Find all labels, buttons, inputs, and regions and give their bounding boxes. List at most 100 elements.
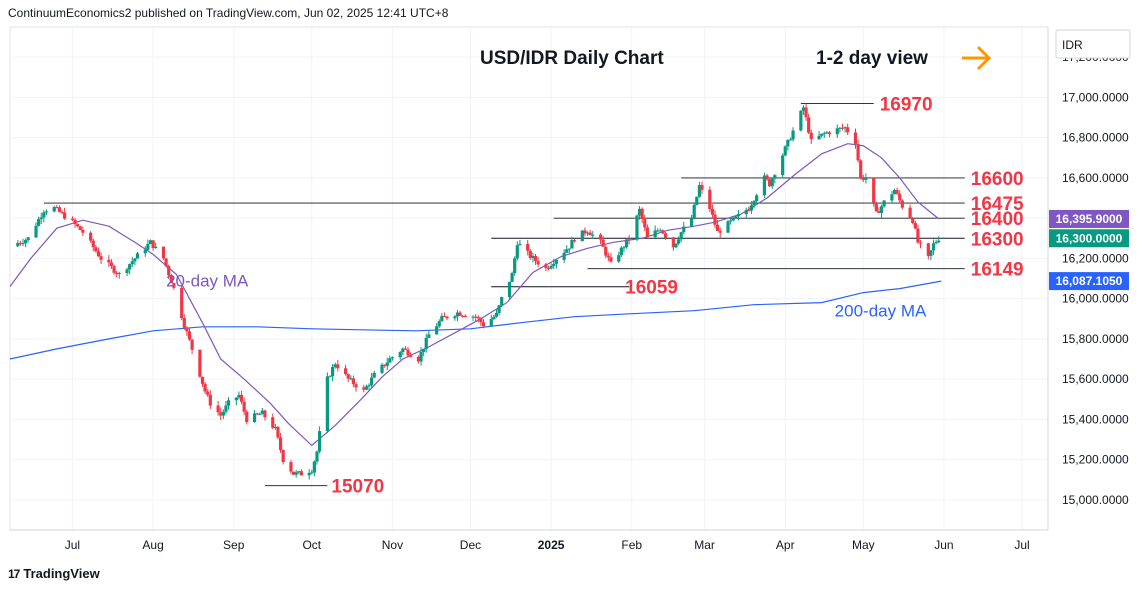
candle-body bbox=[291, 471, 296, 475]
candle-body bbox=[682, 226, 686, 233]
x-tick-label: Aug bbox=[142, 538, 163, 552]
currency-box[interactable] bbox=[1055, 29, 1131, 59]
candle-body bbox=[146, 243, 150, 250]
price-tag-label: 16,395.9000 bbox=[1056, 212, 1123, 226]
candle-body bbox=[409, 355, 413, 357]
candle-body bbox=[216, 405, 220, 413]
candle-body bbox=[471, 316, 475, 318]
candle-body bbox=[809, 132, 813, 140]
candle-body bbox=[234, 397, 238, 401]
price-tag-label: 16,300.0000 bbox=[1056, 231, 1123, 245]
time-axis[interactable]: Jul Aug Sep Oct Nov Dec 2025 Feb Mar Apr May Jun Jul bbox=[10, 529, 1048, 552]
candle-body bbox=[427, 334, 431, 338]
candle-body bbox=[726, 221, 730, 233]
candle-body bbox=[526, 243, 530, 251]
candle-body bbox=[679, 232, 683, 240]
candle-body bbox=[536, 260, 540, 265]
candle-body bbox=[453, 316, 457, 319]
price-axis[interactable]: 15,000.0000 15,200.0000 15,400.0000 15,600.… bbox=[1047, 27, 1129, 530]
candle-body bbox=[294, 472, 298, 475]
candle-body bbox=[736, 214, 741, 217]
candle-body bbox=[310, 472, 314, 474]
candle-body bbox=[109, 262, 114, 267]
candle-body bbox=[770, 178, 774, 187]
candle-body bbox=[362, 387, 366, 390]
candle-body bbox=[442, 316, 447, 318]
candle-body bbox=[299, 471, 303, 476]
candle-body bbox=[872, 178, 876, 203]
candle-body bbox=[716, 224, 720, 231]
candle-body bbox=[476, 316, 480, 319]
candle-body bbox=[263, 410, 267, 418]
x-tick-label: Jul bbox=[65, 538, 80, 552]
candle-body bbox=[617, 255, 621, 262]
candle-body bbox=[840, 127, 845, 129]
candle-body bbox=[325, 376, 329, 432]
candle-body bbox=[934, 242, 938, 244]
candle-body bbox=[245, 411, 249, 423]
candle-body bbox=[580, 230, 584, 242]
candle-body bbox=[635, 215, 639, 240]
level-label: 16600 bbox=[971, 169, 1024, 190]
candle-body bbox=[73, 219, 77, 225]
ma-annotation: 20-day MA bbox=[166, 272, 249, 291]
candle-body bbox=[674, 243, 678, 248]
y-tick-label: 16,200.0000 bbox=[1062, 251, 1129, 265]
candle-body bbox=[783, 146, 787, 156]
candle-body bbox=[135, 253, 140, 259]
footer-brand[interactable]: 17 TradingView bbox=[8, 566, 100, 581]
candle-body bbox=[130, 261, 134, 265]
candle-body bbox=[242, 401, 246, 412]
y-tick-label: 15,600.0000 bbox=[1062, 372, 1129, 386]
candle-body bbox=[239, 394, 244, 402]
candle-body bbox=[817, 135, 821, 140]
candle-body bbox=[799, 110, 803, 131]
x-tick-label: 2025 bbox=[538, 538, 565, 552]
candle-body bbox=[528, 250, 532, 259]
candle-body bbox=[96, 251, 101, 257]
x-tick-label: Nov bbox=[382, 538, 403, 552]
candle-body bbox=[172, 283, 176, 288]
candle-body bbox=[804, 107, 808, 118]
candle-body bbox=[604, 246, 608, 256]
candle-body bbox=[781, 155, 785, 176]
candle-body bbox=[81, 230, 85, 233]
candle-body bbox=[200, 376, 205, 384]
y-tick-label: 15,800.0000 bbox=[1062, 332, 1129, 346]
candle-body bbox=[479, 318, 483, 323]
candle-body bbox=[60, 211, 64, 213]
candle-body bbox=[695, 196, 699, 205]
candle-body bbox=[791, 130, 795, 140]
y-tick-label: 16,800.0000 bbox=[1062, 131, 1129, 145]
candle-body bbox=[835, 128, 839, 135]
level-label: 16400 bbox=[971, 209, 1024, 230]
candle-body bbox=[406, 349, 410, 356]
candle-body bbox=[99, 256, 103, 260]
candle-body bbox=[773, 175, 777, 179]
candle-body bbox=[864, 178, 868, 180]
candle-body bbox=[312, 461, 316, 473]
chart-annotations: USD/IDR Daily Chart 1-2 day view IDR 20-… bbox=[166, 29, 1131, 321]
candle-body bbox=[206, 391, 210, 395]
candle-body bbox=[765, 175, 769, 180]
candle-body bbox=[937, 240, 941, 243]
price-tag-box bbox=[1049, 272, 1129, 291]
currency-label: IDR bbox=[1062, 38, 1083, 52]
candle-body bbox=[117, 273, 121, 275]
candle-body bbox=[112, 266, 116, 273]
candle-body bbox=[115, 272, 119, 274]
candle-body bbox=[44, 211, 49, 213]
candle-body bbox=[661, 230, 665, 234]
candle-body bbox=[458, 312, 462, 316]
candle-body bbox=[187, 331, 192, 340]
level-label: 16970 bbox=[880, 94, 933, 115]
candle-body bbox=[370, 377, 374, 386]
candle-body bbox=[601, 239, 605, 247]
candle-body bbox=[729, 220, 733, 222]
candle-body bbox=[510, 273, 514, 282]
candle-body bbox=[489, 318, 493, 327]
candle-body bbox=[731, 217, 735, 221]
candle-body bbox=[822, 133, 826, 135]
